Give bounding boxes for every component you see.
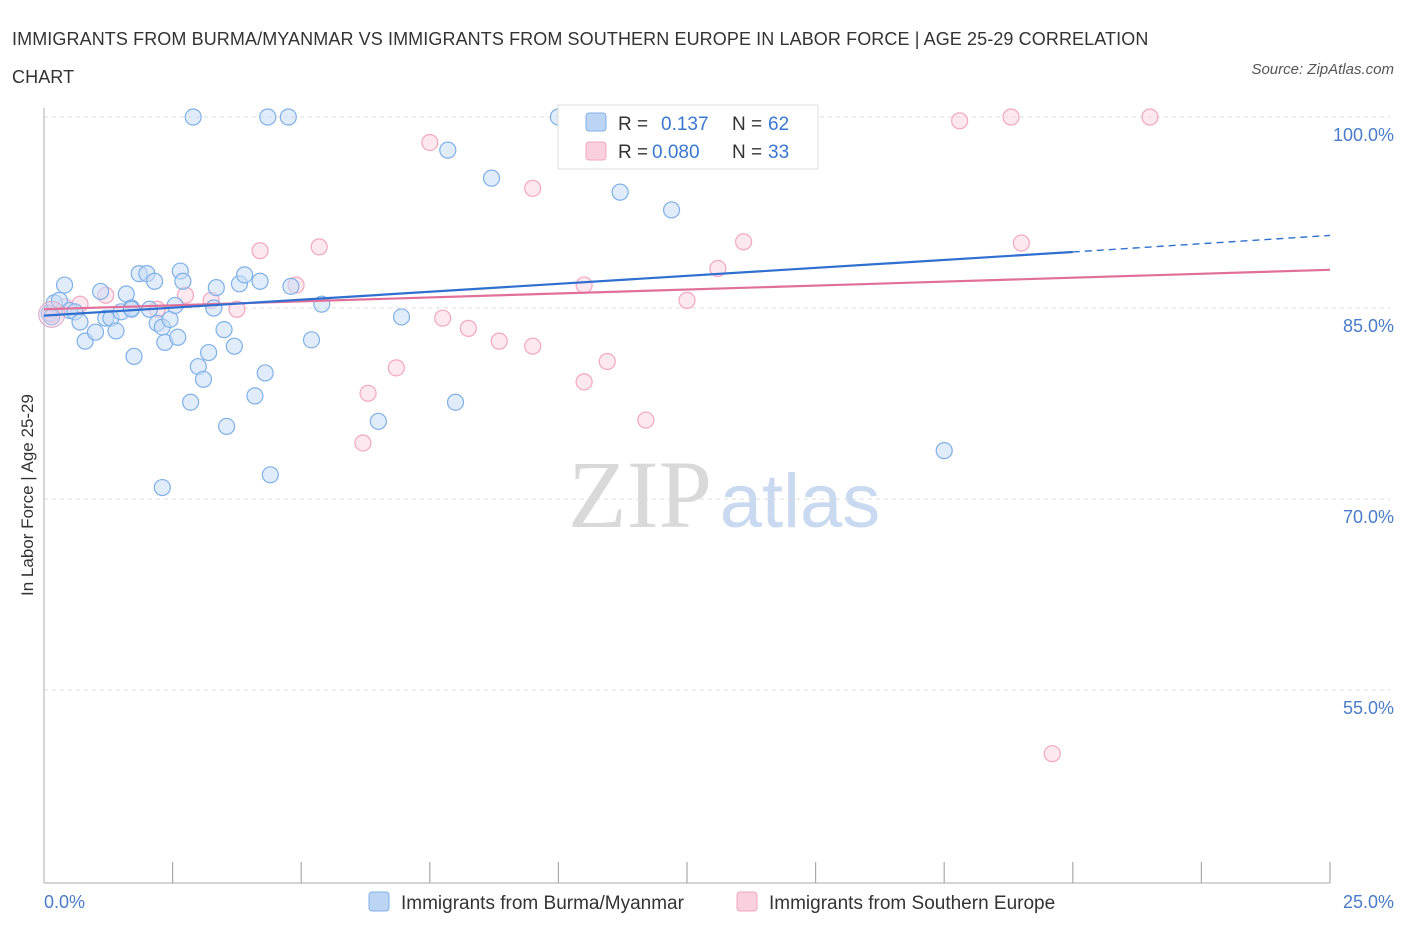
burma-point-32	[194, 370, 213, 388]
burma-point-43	[256, 364, 274, 382]
southern-europe-point-29	[1012, 234, 1030, 252]
burma-point-30	[184, 108, 202, 126]
southern-europe-point-9	[310, 238, 328, 256]
southern-europe-point-20	[575, 276, 593, 294]
x-ticks	[172, 862, 1331, 883]
southern-europe-point-14	[434, 309, 452, 327]
trend-lines	[43, 234, 1331, 317]
burma-point-38	[225, 337, 243, 355]
burma-point-26	[169, 328, 187, 346]
southern-europe-point-31	[1141, 108, 1159, 126]
legend-swatch-pink	[585, 141, 607, 161]
southern-europe-point-30	[1043, 745, 1061, 763]
bottom-legend-swatch-pink	[736, 891, 758, 912]
legend-n-label-pink: N =	[732, 142, 762, 163]
y-axis-label: In Labor Force | Age 25-29	[18, 394, 37, 596]
burma-point-47	[282, 277, 300, 295]
legend-r-value-pink: 0.080	[652, 142, 700, 163]
legend-r-value-blue: 0.137	[661, 114, 709, 135]
burma-point-54	[482, 169, 501, 187]
burma-point-57	[662, 201, 681, 219]
southern-europe-point-17	[524, 179, 542, 197]
burma-point-45	[259, 108, 277, 126]
burma-point-46	[279, 108, 297, 126]
southern-europe-point-16	[490, 332, 508, 350]
southern-europe-point-11	[359, 384, 377, 402]
southern-europe-point-7	[251, 242, 269, 260]
legend-n-label-blue: N =	[732, 114, 762, 135]
burma-point-3	[55, 276, 74, 294]
legend-n-value-blue: 62	[768, 114, 789, 135]
burma-point-51	[392, 308, 411, 326]
y-tick-label-1: 85.0%	[1343, 316, 1394, 336]
burma-point-36	[215, 321, 233, 339]
burma-point-29	[182, 393, 200, 411]
southern-europe-point-10	[354, 434, 372, 452]
burma-point-52	[439, 141, 457, 159]
southern-europe-point-12	[387, 359, 405, 377]
burma-point-56	[611, 183, 629, 201]
southern-europe-point-22	[637, 411, 655, 429]
burma-point-37	[218, 417, 236, 436]
southern-europe-point-28	[1002, 108, 1020, 126]
bottom-legend: Immigrants from Burma/Myanmar Immigrants…	[368, 891, 1055, 914]
legend-n-value-pink: 33	[768, 142, 789, 163]
y-tick-label-0: 100.0%	[1333, 125, 1394, 145]
watermark-zip: ZIP	[568, 441, 712, 548]
legend-swatch-blue	[585, 112, 607, 132]
southern-europe-point-13	[421, 133, 439, 152]
trend-line-burma-extension	[1072, 234, 1331, 253]
burma-point-41	[246, 387, 264, 405]
southern-europe-point-26	[734, 233, 753, 251]
southern-europe-point-19	[575, 373, 593, 391]
burma-point-35	[207, 279, 225, 297]
burma-point-20	[145, 272, 164, 290]
burma-point-6	[71, 313, 89, 331]
bottom-legend-swatch-blue	[368, 891, 390, 912]
burma-point-50	[369, 412, 387, 430]
burma-point-8	[86, 323, 105, 341]
burma-point-59	[153, 478, 171, 497]
southern-europe-point-27	[951, 112, 969, 130]
y-tick-labels: 100.0% 85.0% 70.0% 55.0%	[1333, 125, 1394, 718]
burma-point-40	[236, 266, 254, 284]
series-southern-europe-points	[43, 108, 1159, 763]
watermark-atlas: atlas	[720, 459, 881, 544]
southern-europe-point-24	[678, 291, 696, 309]
burma-point-44	[261, 466, 279, 484]
burma-point-28	[174, 272, 192, 290]
y-tick-label-2: 70.0%	[1343, 507, 1394, 527]
burma-point-16	[125, 347, 143, 365]
x-tick-label-left: 0.0%	[44, 892, 85, 912]
burma-point-48	[302, 331, 321, 349]
bottom-legend-label-pink: Immigrants from Southern Europe	[769, 893, 1055, 914]
trend-line-burma	[43, 250, 1073, 317]
top-legend: R = 0.137 N = 62 R = 0.080 N = 33	[557, 104, 819, 170]
legend-r-label-blue: R =	[618, 114, 648, 135]
x-tick-label-right: 25.0%	[1343, 892, 1394, 912]
burma-point-34	[205, 299, 223, 317]
burma-point-53	[446, 393, 465, 411]
southern-europe-point-15	[459, 319, 477, 337]
burma-point-58	[935, 442, 953, 460]
burma-point-33	[200, 343, 218, 362]
bottom-legend-label-blue: Immigrants from Burma/Myanmar	[401, 893, 685, 914]
legend-r-label-pink: R =	[618, 142, 648, 163]
gridlines	[44, 116, 1390, 691]
southern-europe-point-18	[524, 337, 542, 355]
southern-europe-point-25	[709, 259, 727, 278]
source-attribution: Source: ZipAtlas.com	[1251, 61, 1394, 78]
southern-europe-point-6	[228, 300, 246, 318]
burma-point-42	[251, 272, 269, 290]
burma-point-12	[107, 322, 125, 340]
burma-point-9	[91, 282, 110, 301]
y-tick-label-3: 55.0%	[1343, 698, 1394, 718]
southern-europe-point-21	[598, 352, 616, 371]
chart-title: IMMIGRANTS FROM BURMA/MYANMAR VS IMMIGRA…	[12, 29, 1149, 87]
